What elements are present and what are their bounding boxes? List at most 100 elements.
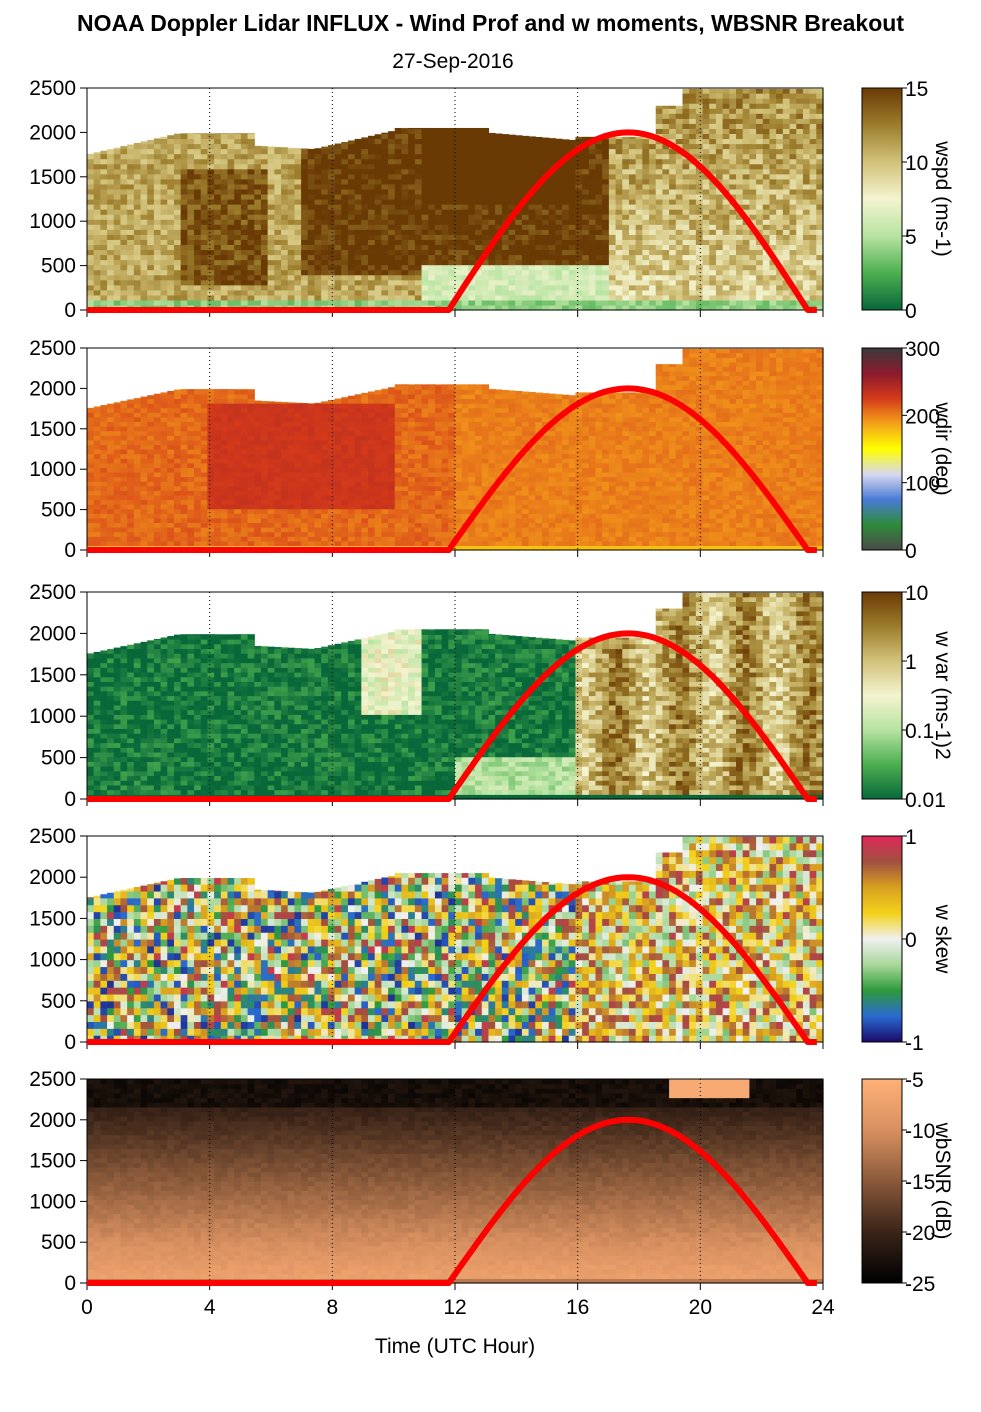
heatmap-cell (388, 224, 396, 230)
heatmap-cell (548, 274, 556, 281)
heatmap-cell (153, 527, 162, 533)
heatmap-cell (809, 173, 817, 180)
heatmap-cell (521, 158, 530, 165)
heatmap-cell (615, 219, 623, 225)
heatmap-cell (441, 173, 449, 180)
heatmap-cell (562, 224, 570, 230)
heatmap-cell (220, 294, 229, 301)
heatmap-cell (528, 209, 536, 215)
heatmap-cell (341, 244, 349, 251)
heatmap-cell (374, 224, 382, 230)
heatmap-cell (240, 453, 249, 459)
heatmap-cell (281, 229, 289, 235)
heatmap-cell (776, 249, 784, 256)
heatmap-cell (729, 113, 737, 119)
heatmap-cell (314, 214, 322, 220)
heatmap-cell (240, 471, 249, 478)
heatmap-cell (234, 158, 242, 165)
heatmap-cell (120, 453, 128, 459)
heatmap-cell (528, 178, 536, 185)
heatmap-cell (635, 244, 643, 251)
heatmap-cell (133, 269, 142, 276)
heatmap-cell (214, 244, 222, 251)
heatmap-cell (247, 199, 255, 205)
heatmap-cell (622, 304, 630, 311)
heatmap-cell (722, 204, 730, 210)
heatmap-cell (207, 393, 215, 400)
heatmap-cell (153, 138, 162, 145)
heatmap-cell (100, 527, 108, 533)
heatmap-cell (776, 239, 784, 246)
heatmap-cell (595, 229, 603, 235)
heatmap-cell (541, 214, 550, 220)
heatmap-cell (408, 299, 416, 306)
heatmap-cell (200, 435, 209, 441)
heatmap-cell (153, 239, 162, 246)
heatmap-cell (381, 168, 389, 175)
heatmap-cell (762, 254, 771, 261)
heatmap-cell (555, 229, 563, 235)
heatmap-cell (428, 284, 436, 291)
heatmap-cell (194, 259, 202, 266)
heatmap-cell (374, 173, 382, 180)
heatmap-cell (722, 219, 730, 225)
heatmap-cell (421, 193, 429, 200)
heatmap-cell (113, 476, 122, 482)
heatmap-cell (541, 193, 550, 200)
heatmap-cell (475, 254, 483, 261)
heatmap-cell (194, 398, 202, 404)
heatmap-cell (113, 209, 122, 215)
heatmap-cell (394, 128, 403, 135)
heatmap-cell (521, 148, 530, 155)
heatmap-cell (287, 249, 296, 256)
heatmap-cell (87, 254, 95, 261)
heatmap-cell (414, 274, 423, 281)
heatmap-cell (776, 209, 784, 215)
heatmap-cell (368, 299, 376, 306)
heatmap-cell (207, 158, 215, 165)
heatmap-cell (274, 289, 282, 296)
heatmap-cell (260, 168, 269, 175)
heatmap-cell (789, 103, 797, 109)
heatmap-cell (327, 249, 336, 256)
heatmap-cell (562, 163, 570, 170)
heatmap-cell (441, 143, 449, 150)
heatmap-cell (622, 168, 630, 175)
heatmap-cell (240, 279, 249, 286)
heatmap-cell (515, 254, 523, 261)
heatmap-cell (147, 224, 155, 230)
heatmap-cell (662, 143, 670, 150)
heatmap-cell (214, 462, 222, 468)
heatmap-cell (100, 412, 108, 418)
heatmap-cell (247, 485, 255, 491)
heatmap-cell (475, 229, 483, 235)
heatmap-cell (187, 284, 195, 291)
heatmap-cell (528, 254, 536, 261)
heatmap-cell (635, 143, 643, 150)
heatmap-cell (388, 204, 396, 210)
heatmap-cell (167, 289, 175, 296)
heatmap-cell (147, 199, 155, 205)
heatmap-cell (107, 522, 115, 528)
heatmap-cell (802, 209, 811, 215)
heatmap-cell (180, 517, 188, 524)
heatmap-cell (200, 219, 209, 225)
heatmap-cell (207, 183, 215, 190)
heatmap-cell (796, 259, 804, 266)
heatmap-cell (796, 193, 804, 200)
heatmap-cell (816, 163, 824, 170)
heatmap-cell (140, 517, 148, 524)
heatmap-cell (127, 531, 135, 537)
heatmap-cell (649, 214, 657, 220)
heatmap-cell (428, 249, 436, 256)
heatmap-cell (93, 439, 101, 446)
heatmap-cell (287, 244, 296, 251)
heatmap-cell (662, 148, 670, 155)
heatmap-cell (615, 204, 623, 210)
heatmap-cell (173, 163, 182, 170)
heatmap-cell (87, 158, 95, 165)
heatmap-cell (635, 148, 643, 155)
heatmap-cell (260, 299, 269, 306)
heatmap-cell (414, 264, 423, 271)
